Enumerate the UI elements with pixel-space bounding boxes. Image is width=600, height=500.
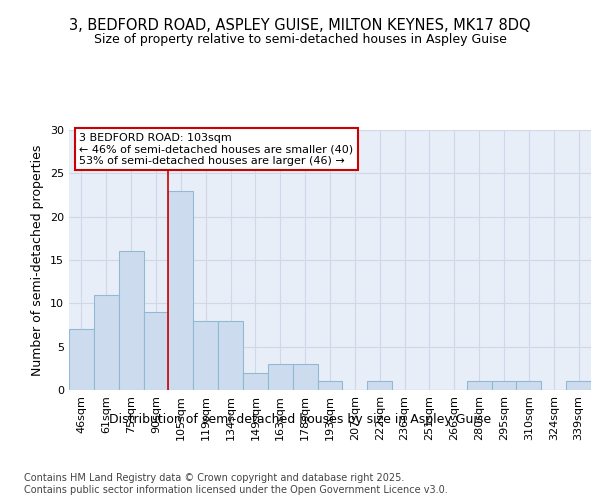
Bar	[69, 330, 94, 390]
Bar	[218, 320, 243, 390]
Bar	[169, 190, 193, 390]
Bar	[193, 320, 218, 390]
Bar	[293, 364, 317, 390]
Y-axis label: Number of semi-detached properties: Number of semi-detached properties	[31, 144, 44, 376]
Text: Contains HM Land Registry data © Crown copyright and database right 2025.
Contai: Contains HM Land Registry data © Crown c…	[24, 474, 448, 495]
Bar	[467, 382, 491, 390]
Bar	[317, 382, 343, 390]
Bar	[143, 312, 169, 390]
Text: Size of property relative to semi-detached houses in Aspley Guise: Size of property relative to semi-detach…	[94, 32, 506, 46]
Bar	[119, 252, 143, 390]
Text: 3 BEDFORD ROAD: 103sqm
← 46% of semi-detached houses are smaller (40)
53% of sem: 3 BEDFORD ROAD: 103sqm ← 46% of semi-det…	[79, 132, 353, 166]
Bar	[367, 382, 392, 390]
Text: 3, BEDFORD ROAD, ASPLEY GUISE, MILTON KEYNES, MK17 8DQ: 3, BEDFORD ROAD, ASPLEY GUISE, MILTON KE…	[69, 18, 531, 32]
Bar	[566, 382, 591, 390]
Bar	[491, 382, 517, 390]
Bar	[268, 364, 293, 390]
Bar	[517, 382, 541, 390]
Bar	[243, 372, 268, 390]
Text: Distribution of semi-detached houses by size in Aspley Guise: Distribution of semi-detached houses by …	[109, 412, 491, 426]
Bar	[94, 294, 119, 390]
